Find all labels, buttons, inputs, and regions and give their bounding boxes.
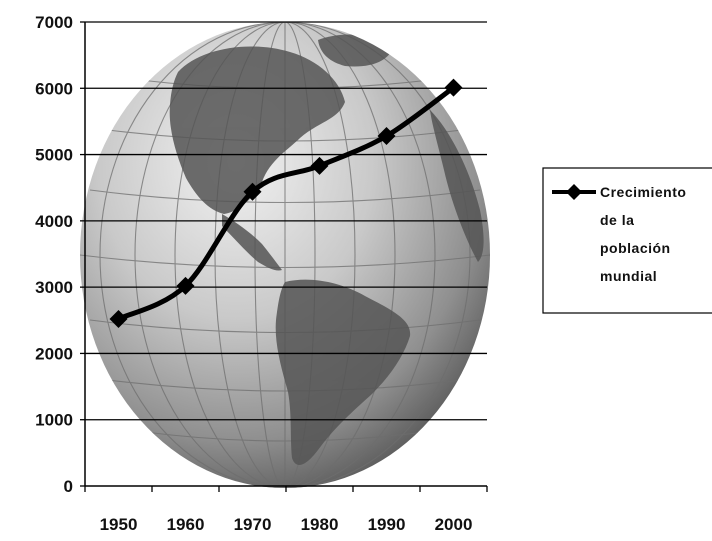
y-tick-label: 2000	[35, 344, 73, 363]
x-tick-label: 2000	[435, 515, 473, 534]
y-tick-label: 5000	[35, 146, 73, 165]
legend-marker-sample	[566, 184, 582, 200]
data-point-marker	[310, 156, 329, 175]
data-point-marker	[243, 182, 262, 201]
x-axis-tick-marks	[84, 486, 488, 492]
y-gridlines	[80, 21, 487, 487]
data-point-marker	[176, 276, 195, 295]
x-axis-tick-labels: 1950 1960 1970 1980 1990 2000	[100, 515, 473, 534]
legend-label-line-4: mundial	[600, 268, 657, 284]
x-tick-label: 1980	[301, 515, 339, 534]
x-tick-label: 1990	[368, 515, 406, 534]
y-tick-label: 0	[64, 477, 73, 496]
data-point-marker	[109, 309, 128, 328]
data-point-marker	[444, 78, 463, 97]
y-tick-label: 3000	[35, 278, 73, 297]
x-tick-label: 1950	[100, 515, 138, 534]
data-point-marker	[377, 127, 396, 146]
y-tick-label: 6000	[35, 79, 73, 98]
legend: Crecimiento de la población mundial	[542, 167, 712, 314]
legend-label-line-2: de la	[600, 212, 634, 228]
y-axis-tick-labels: 0 1000 2000 3000 4000 5000 6000 7000	[35, 13, 73, 496]
legend-label-line-3: población	[600, 240, 671, 256]
y-tick-label: 4000	[35, 212, 73, 231]
legend-label-line-1: Crecimiento	[600, 184, 686, 200]
x-tick-label: 1960	[167, 515, 205, 534]
y-tick-label: 7000	[35, 13, 73, 32]
y-tick-label: 1000	[35, 411, 73, 430]
series-population	[109, 78, 463, 328]
x-tick-label: 1970	[234, 515, 272, 534]
